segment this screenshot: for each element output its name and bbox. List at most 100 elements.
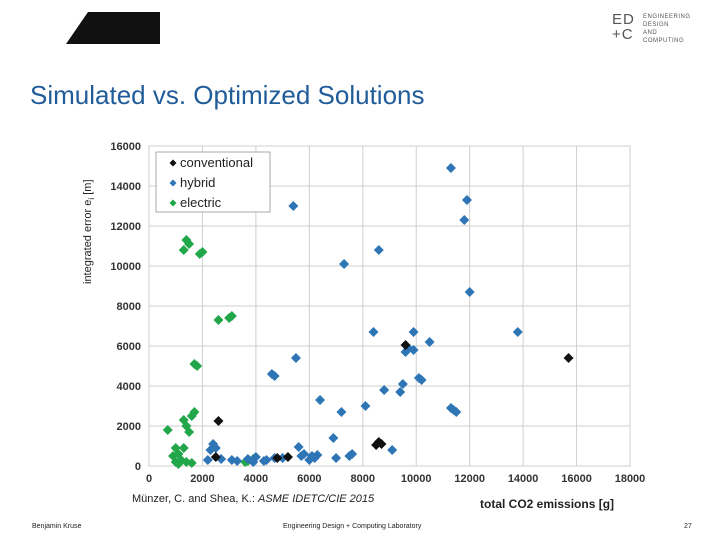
data-point-hybrid [464,287,475,297]
data-point-hybrid [328,433,339,443]
data-point-hybrid [344,451,355,461]
data-point-conventional [210,452,221,462]
y-tick-label: 12000 [110,221,141,233]
y-axis-label-subscript: i [87,198,96,200]
data-points [162,163,574,469]
data-point-hybrid [397,379,408,389]
tick-labels: 0 2000 4000 6000 8000 10000 12000 14000 16000 0 20… [110,141,645,485]
data-point-electric [186,458,197,468]
data-point-hybrid [304,455,315,465]
data-point-hybrid [269,371,280,381]
data-point-electric [173,459,184,469]
footer-author: Benjamin Kruse [32,523,82,530]
legend: conventional hybrid electric [155,151,271,213]
logo-block [66,12,160,44]
data-point-electric [184,427,195,437]
data-point-hybrid [290,353,301,363]
data-point-hybrid [373,245,384,255]
brand-mark-line1: ED [612,11,635,28]
footer-lab: Engineering Design + Computing Laborator… [283,523,422,530]
y-tick-label: 14000 [110,181,141,193]
data-point-hybrid [210,443,221,453]
data-point-conventional [563,353,574,363]
legend-label-hybrid: hybrid [180,175,215,190]
data-point-electric [178,443,189,453]
data-point-conventional [282,452,293,462]
y-tick-label: 2000 [117,421,141,433]
y-tick-label: 10000 [110,261,141,273]
data-point-electric [178,245,189,255]
brand-text-line: COMPUTING [643,38,685,44]
y-tick-label: 0 [135,461,141,473]
data-point-hybrid [424,337,435,347]
logo-parallelogram-icon [66,12,160,44]
data-point-hybrid [408,327,419,337]
data-point-hybrid [451,407,462,417]
y-tick-label: 4000 [117,381,141,393]
data-point-hybrid [445,163,456,173]
brand-mark: ED +C [612,12,635,42]
x-tick-label: 6000 [297,473,321,485]
x-tick-label: 10000 [401,473,432,485]
brand-text-line: DESIGN [643,22,670,28]
citation: Münzer, C. and Shea, K.: ASME IDETC/CIE … [132,493,374,505]
data-point-hybrid [512,327,523,337]
x-tick-label: 2000 [190,473,214,485]
brand-text: ENGINEERING DESIGN AND COMPUTING [643,13,691,45]
citation-authors: Münzer, C. and Shea, K.: [132,493,258,505]
data-point-electric [189,359,200,369]
data-point-electric [194,249,205,259]
legend-marker-hybrid [169,179,177,187]
data-point-electric [162,425,173,435]
citation-venue: ASME IDETC/CIE 2015 [257,493,375,505]
brand-text-line: ENGINEERING [643,14,691,20]
y-tick-label: 8000 [117,301,141,313]
x-tick-label: 12000 [454,473,485,485]
data-point-hybrid [387,445,398,455]
data-point-conventional [400,340,411,350]
data-point-hybrid [339,259,350,269]
data-point-hybrid [232,456,243,466]
data-point-hybrid [293,442,304,452]
data-point-hybrid [459,215,470,225]
data-point-hybrid [331,453,342,463]
data-point-hybrid [416,375,427,385]
data-point-conventional [371,440,382,450]
data-point-electric [186,411,197,421]
data-point-hybrid [360,401,371,411]
x-axis-label: total CO2 emissions [g] [480,497,614,511]
data-point-conventional [213,416,224,426]
y-axis-label-main: integrated error e [82,200,94,284]
y-tick-label: 6000 [117,341,141,353]
data-point-hybrid [261,455,272,465]
data-point-hybrid [395,387,406,397]
x-tick-label: 8000 [351,473,375,485]
data-point-hybrid [248,457,259,467]
data-point-electric [184,239,195,249]
x-tick-label: 4000 [244,473,268,485]
x-tick-label: 0 [146,473,152,485]
y-tick-label: 16000 [110,141,141,153]
data-point-hybrid [202,455,213,465]
brand-logo: ED +C ENGINEERING DESIGN AND COMPUTING [612,12,692,46]
legend-label-conventional: conventional [180,155,253,170]
data-point-hybrid [379,385,390,395]
brand-mark-line2: +C [612,26,634,43]
data-point-hybrid [461,195,472,205]
data-point-conventional [272,453,283,463]
brand-text-line: AND [643,30,658,36]
data-point-hybrid [336,407,347,417]
data-point-hybrid [368,327,379,337]
x-tick-label: 14000 [508,473,539,485]
data-point-hybrid [298,449,309,459]
x-tick-label: 16000 [561,473,592,485]
data-point-hybrid [288,201,299,211]
data-point-hybrid [315,395,326,405]
x-tick-label: 18000 [615,473,646,485]
legend-label-electric: electric [180,195,222,210]
data-point-electric [213,315,224,325]
page-title: Simulated vs. Optimized Solutions [30,80,425,110]
legend-marker-conventional [169,159,177,167]
legend-marker-electric [169,199,177,207]
